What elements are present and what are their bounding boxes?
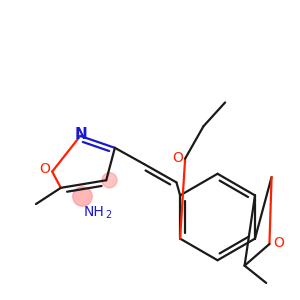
Text: N: N bbox=[75, 128, 88, 142]
Circle shape bbox=[102, 173, 117, 188]
Text: 2: 2 bbox=[105, 210, 112, 220]
Text: O: O bbox=[39, 163, 50, 176]
Circle shape bbox=[73, 187, 92, 206]
Text: O: O bbox=[274, 236, 285, 250]
Text: NH: NH bbox=[84, 205, 105, 219]
Text: O: O bbox=[172, 151, 183, 165]
